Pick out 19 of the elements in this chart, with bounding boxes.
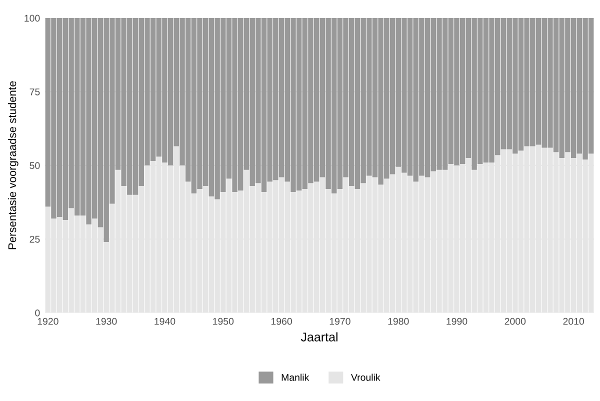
x-tick-label: 1950 [213, 318, 234, 325]
x-tick-label: 2010 [563, 318, 584, 325]
legend-label: Vroulik [350, 374, 380, 381]
y-tick-label: 25 [30, 236, 40, 243]
x-axis-title: Jaartal [300, 332, 338, 342]
x-tick-label: 1920 [38, 318, 58, 325]
x-tick-label: 1940 [154, 318, 176, 325]
y-tick-label: 50 [30, 162, 40, 170]
x-tick-label: 1990 [446, 318, 468, 325]
y-axis-title: Persentasie voorgraadse studente [8, 81, 18, 250]
x-tick-label: 1970 [330, 318, 350, 325]
y-tick-label: 75 [30, 88, 40, 96]
x-tick-label: 2000 [504, 318, 526, 325]
x-tick-label: 1960 [271, 318, 292, 325]
x-tick-label: 1980 [388, 318, 409, 325]
y-tick-label: 100 [24, 14, 40, 22]
y-tick-label: 0 [35, 310, 40, 316]
legend-label: Manlik [282, 374, 310, 381]
x-tick-label: 1930 [96, 318, 117, 325]
